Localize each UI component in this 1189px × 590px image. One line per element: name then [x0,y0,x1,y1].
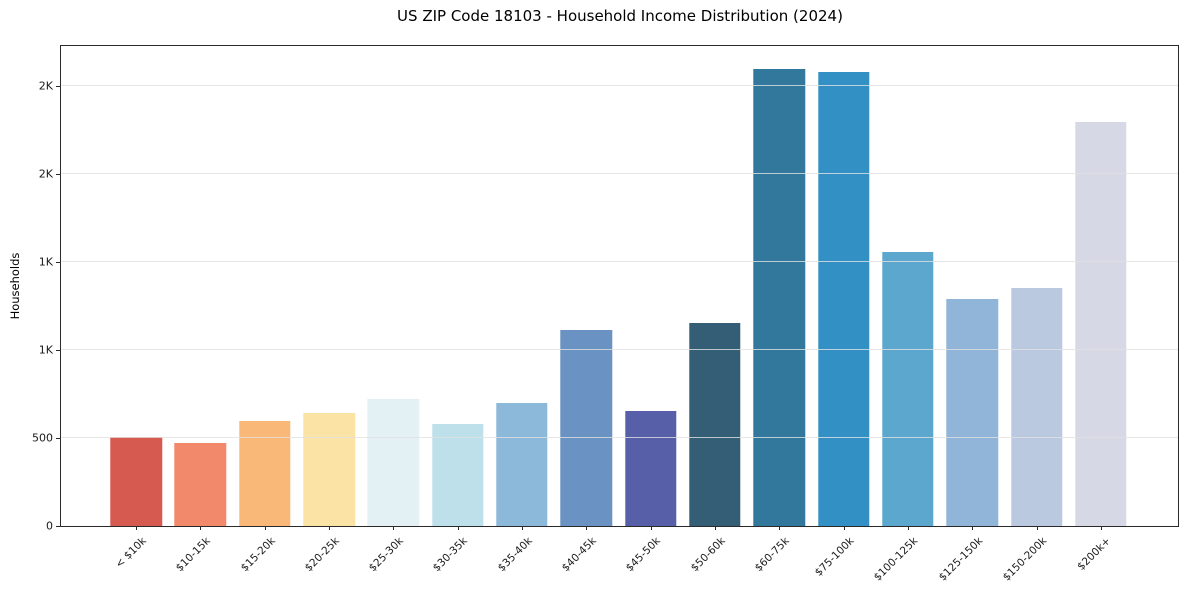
x-tick [264,526,266,530]
y-tick [56,525,60,527]
bar [303,412,355,526]
x-slot: $40-45k [554,526,618,586]
x-tick-label: $75-100k [812,535,857,579]
bar [432,424,484,526]
bar-slot [361,46,425,526]
bar [882,251,934,526]
bar [367,398,420,526]
y-tick-label: 1K [38,343,53,357]
x-slot: $20-25k [297,526,361,586]
x-tick [972,526,974,530]
bar-slot [490,46,554,526]
x-tick-label: $50-60k [688,535,728,575]
bar-slot [876,46,940,526]
x-slot: $200k+ [1069,526,1133,586]
bar-slot [683,46,747,526]
x-slot: $45-50k [619,526,683,586]
bar [817,71,870,526]
bar [624,410,677,526]
x-slot: $10-15k [168,526,232,586]
y-tick-label: 500 [32,431,53,445]
x-tick-label: $45-50k [624,535,664,575]
y-tick [56,173,60,175]
x-tick [714,526,716,530]
y-tick [56,349,60,351]
x-slot: $150-200k [1000,526,1068,586]
bar-slot [811,46,875,526]
y-tick-label: 0 [46,519,53,533]
x-slot: $60-75k [747,526,811,586]
x-tick [329,526,331,530]
y-tick-label: 2K [38,167,53,181]
x-tick-label: $15-20k [238,535,278,575]
x-axis: < $10k $10-15k $15-20k $20-25k $25-30k $30-35… [61,526,1178,586]
bar-slot [554,46,618,526]
y-tick [56,85,60,87]
x-tick-label: $20-25k [302,535,342,575]
bar-slot [747,46,811,526]
x-tick-label: $60-75k [752,535,792,575]
bar-slot [168,46,232,526]
bar [946,299,998,526]
x-tick [779,526,781,530]
y-tick [56,437,60,439]
x-tick [136,526,138,530]
x-tick [907,526,909,530]
x-slot: $25-30k [361,526,425,586]
x-slot: $15-20k [233,526,297,586]
bar-slot [233,46,297,526]
x-tick-label: $10-15k [173,535,213,575]
x-tick [586,526,588,530]
bar [110,437,162,526]
x-tick-label: $200k+ [1075,535,1114,573]
bar [560,329,613,526]
x-tick [1036,526,1038,530]
bar-slot [940,46,1004,526]
x-tick-label: $125-150k [936,535,985,584]
x-tick-label: $40-45k [559,535,599,575]
y-tick [56,261,60,263]
x-tick-label: $35-40k [495,535,535,575]
x-tick-label: $150-200k [1000,535,1050,584]
x-tick-label: $25-30k [366,535,406,575]
x-tick [200,526,202,530]
bar-slot [104,46,168,526]
bar-slot [426,46,490,526]
x-slot: < $10k [104,526,168,586]
bar-slot [297,46,361,526]
bar [239,420,291,526]
x-tick-label: $30-35k [431,535,471,575]
x-tick [393,526,395,530]
bar [174,443,227,526]
x-tick [457,526,459,530]
x-tick [1100,526,1102,530]
x-slot: $30-35k [426,526,490,586]
x-tick [843,526,845,530]
x-slot: $75-100k [811,526,875,586]
x-tick-label: $100-125k [871,535,921,584]
x-tick [650,526,652,530]
chart-title: US ZIP Code 18103 - Household Income Dis… [397,7,843,25]
x-tick [522,526,524,530]
bar-slot [1004,46,1068,526]
y-tick-label: 1K [38,255,53,269]
x-slot: $100-125k [872,526,940,586]
bars-layer [61,46,1178,526]
bar-slot [619,46,683,526]
x-slot: $50-60k [683,526,747,586]
bar [753,68,805,526]
bar [496,402,548,526]
y-tick-label: 2K [38,79,53,93]
bar-slot [1069,46,1133,526]
bar [1075,121,1127,526]
x-slot: $125-150k [936,526,1004,586]
bar [1010,287,1063,526]
plot-area: 0 500 1K 1K 2K 2K < $10k $10-15k $15-20k $20-25k… [32,45,1179,584]
bar [689,322,741,526]
x-tick-label: < $10k [113,535,149,571]
x-slot: $35-40k [490,526,554,586]
